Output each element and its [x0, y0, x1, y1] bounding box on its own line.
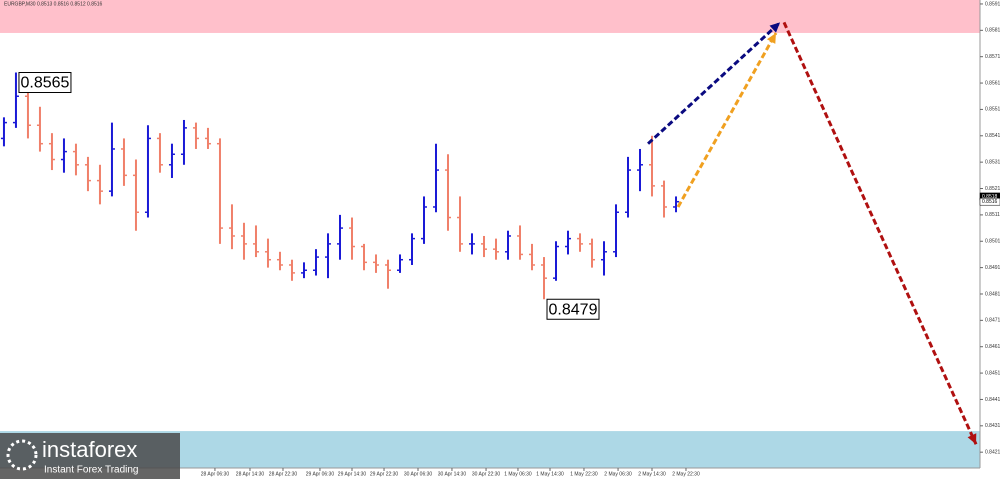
x-tick-label: 30 Apr 22:30	[472, 471, 501, 477]
y-tick-label: 0.8521	[985, 186, 1000, 192]
y-tick-label: 0.8501	[985, 239, 1000, 245]
arrow-head	[766, 32, 776, 44]
price-label-box	[979, 197, 1000, 206]
y-tick-label: 0.8441	[985, 397, 1000, 403]
annotation-box	[18, 72, 72, 94]
arrow-head	[769, 22, 781, 33]
annotation: 0.8565	[20, 75, 69, 92]
x-tick-label: 30 Apr 06:30	[404, 471, 433, 477]
brand-name: instaforex	[42, 437, 137, 462]
x-tick-label: 29 Apr 22:30	[370, 471, 399, 477]
x-tick-label: 29 Apr 06:30	[306, 471, 335, 477]
y-tick-label: 0.8431	[985, 423, 1000, 429]
y-tick-label: 0.8571	[985, 54, 1000, 60]
annotation-box	[546, 298, 600, 320]
forecast: 0.8565 0.8479	[18, 21, 978, 445]
y-tick-label: 0.8531	[985, 159, 1000, 165]
x-tick-label: 2 May 14:30	[638, 471, 666, 477]
x-tick-label: 1 May 14:30	[536, 471, 564, 477]
chart-title: EURGBP,M30 0.8513 0.8516 0.8512 0.8516	[4, 1, 103, 7]
y-tick-label: 0.8541	[985, 133, 1000, 139]
axes: 0.8591 0.8581 0.8571 0.8561 0.8551 0.8541 0.85…	[201, 1, 1000, 477]
x-tick-label: 1 May 22:30	[570, 471, 598, 477]
y-tick-label: 0.8461	[985, 344, 1000, 350]
price-label: 0.8518	[982, 194, 998, 200]
x-tick-label: 1 May 06:30	[504, 471, 532, 477]
zone	[0, 0, 980, 33]
y-tick-label: 0.8591	[985, 1, 1000, 7]
x-tick-label: 28 Apr 06:30	[201, 471, 230, 477]
forecast-arrow	[647, 21, 782, 145]
y-tick-label: 0.8511	[985, 212, 1000, 218]
x-tick-label: 2 May 06:30	[604, 471, 632, 477]
arrow-head	[967, 433, 977, 445]
y-tick-label: 0.8491	[985, 265, 1000, 271]
x-tick-label: 28 Apr 14:30	[236, 471, 265, 477]
brand-tagline: Instant Forex Trading	[44, 465, 139, 476]
annotation: 0.8479	[549, 301, 598, 318]
x-tick-label: 28 Apr 22:30	[269, 471, 298, 477]
y-tick-label: 0.8451	[985, 370, 1000, 376]
x-tick-label: 30 Apr 14:30	[438, 471, 467, 477]
y-tick-label: 0.8561	[985, 80, 1000, 86]
logo-box	[0, 433, 180, 479]
logo: instaforex Instant Forex Trading	[0, 433, 180, 479]
x-tick-label: 2 May 22:30	[672, 471, 700, 477]
logo-icon	[6, 439, 38, 471]
y-tick-label: 0.8481	[985, 291, 1000, 297]
y-tick-label: 0.8581	[985, 28, 1000, 34]
bars	[0, 72, 680, 300]
price-label: 0.8516	[982, 199, 998, 205]
y-tick-label: 0.8421	[985, 450, 1000, 456]
forecast-arrow	[676, 32, 778, 208]
forecast-arrow	[782, 21, 978, 445]
x-tick-label: 29 Apr 14:30	[338, 471, 367, 477]
y-tick-label: 0.8471	[985, 318, 1000, 324]
y-tick-label: 0.8551	[985, 107, 1000, 113]
